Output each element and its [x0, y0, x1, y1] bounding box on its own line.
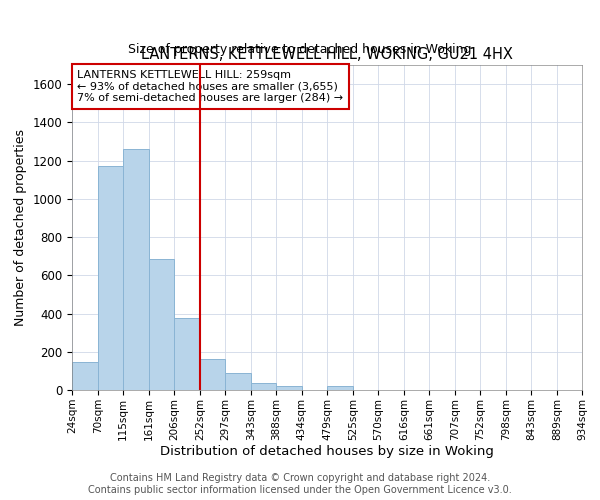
Bar: [149, 259, 174, 390]
X-axis label: Distribution of detached houses by size in Woking: Distribution of detached houses by size …: [160, 446, 494, 458]
Bar: [251, 384, 276, 390]
Bar: [72, 362, 98, 390]
Bar: [225, 373, 251, 390]
Text: Contains HM Land Registry data © Crown copyright and database right 2024.
Contai: Contains HM Land Registry data © Crown c…: [88, 474, 512, 495]
Bar: [276, 386, 302, 390]
Text: Size of property relative to detached houses in Woking: Size of property relative to detached ho…: [128, 42, 472, 56]
Text: LANTERNS KETTLEWELL HILL: 259sqm
← 93% of detached houses are smaller (3,655)
7%: LANTERNS KETTLEWELL HILL: 259sqm ← 93% o…: [77, 70, 343, 103]
Bar: [174, 318, 200, 390]
Bar: [327, 386, 353, 390]
Title: LANTERNS, KETTLEWELL HILL, WOKING, GU21 4HX: LANTERNS, KETTLEWELL HILL, WOKING, GU21 …: [141, 48, 513, 62]
Y-axis label: Number of detached properties: Number of detached properties: [14, 129, 27, 326]
Bar: [123, 149, 149, 390]
Bar: [98, 166, 123, 390]
Bar: [200, 360, 225, 390]
